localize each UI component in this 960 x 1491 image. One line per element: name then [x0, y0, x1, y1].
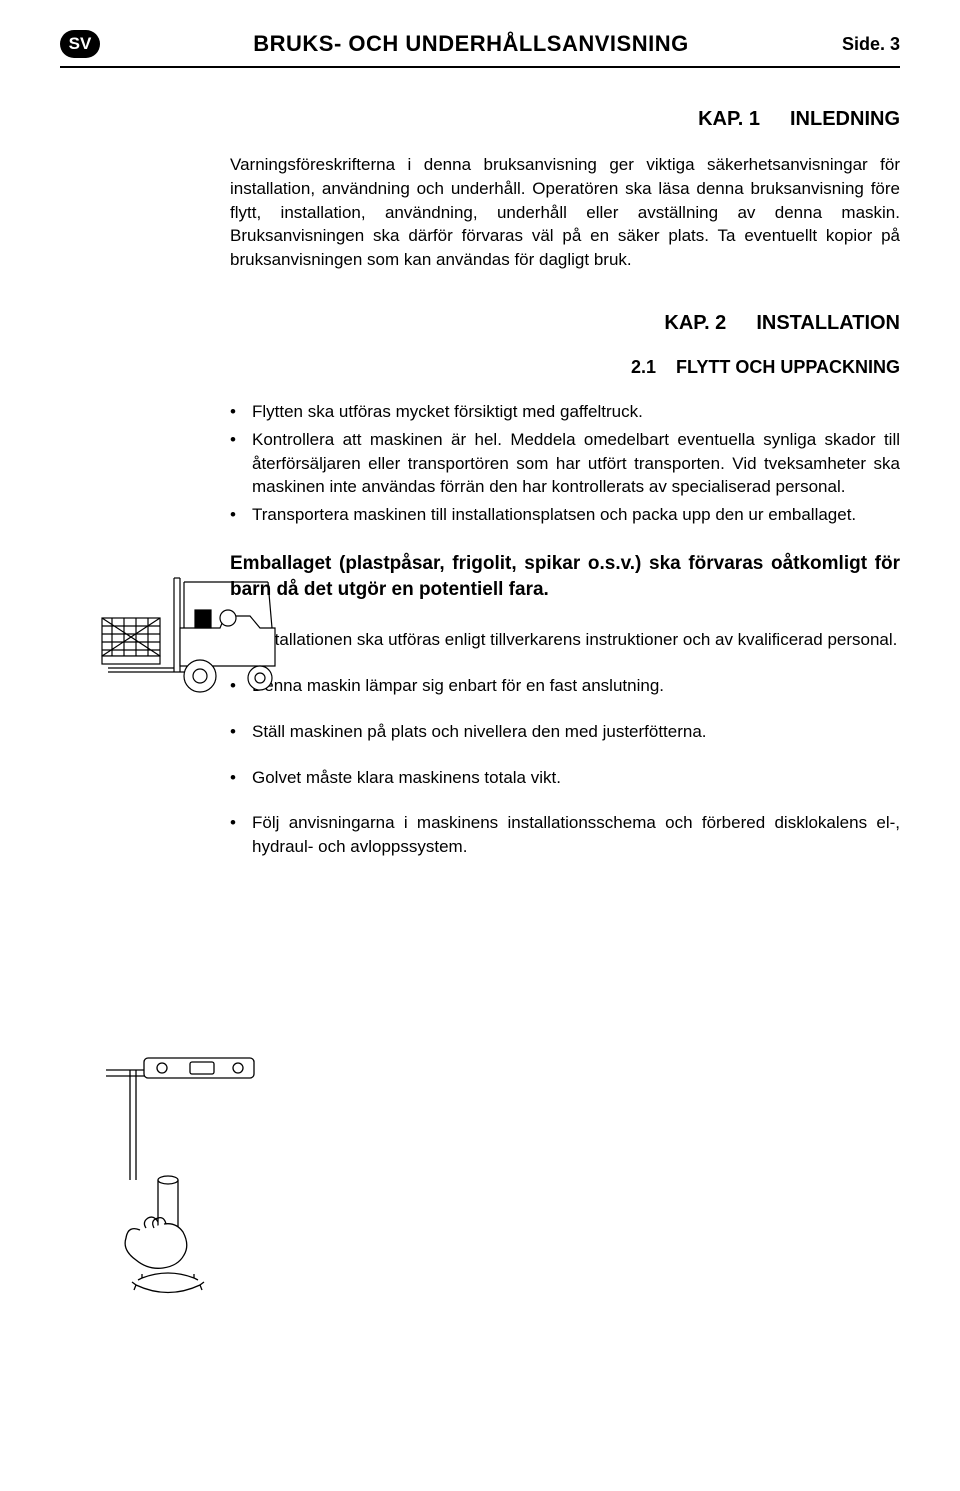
bullet-icon: • [230, 720, 252, 744]
list-item: • Kontrollera att maskinen är hel. Medde… [230, 428, 900, 499]
header-rule [60, 66, 900, 68]
section-2-1-heading: 2.1 FLYTT OCH UPPACKNING [60, 357, 900, 378]
bullet-icon: • [230, 503, 252, 527]
chapter-2-heading: KAP. 2 INSTALLATION [60, 312, 900, 335]
bullet-icon: • [230, 400, 252, 424]
list-item: • Flytten ska utföras mycket försiktigt … [230, 400, 900, 424]
bullet-icon: • [230, 428, 252, 499]
bullet-text: Golvet måste klara maskinens totala vikt… [252, 766, 900, 790]
bullet-text: Följ anvisningarna i maskinens installat… [252, 811, 900, 859]
document-title: BRUKS- OCH UNDERHÅLLSANVISNING [100, 31, 842, 57]
list-item: • Följ anvisningarna i maskinens install… [230, 811, 900, 859]
section-2-1-number: 2.1 [631, 357, 656, 378]
warning-note: Emballaget (plastpåsar, frigolit, spikar… [230, 551, 900, 602]
chapter-1-number: KAP. 1 [698, 108, 760, 131]
bullet-text: Flytten ska utföras mycket försiktigt me… [252, 400, 900, 424]
chapter-1-body: Varningsföreskrifterna i denna bruksanvi… [230, 153, 900, 272]
bullet-text: Denna maskin lämpar sig enbart för en fa… [252, 674, 900, 698]
chapter-1-title: INLEDNING [790, 108, 900, 131]
page: SV BRUKS- OCH UNDERHÅLLSANVISNING Side. … [60, 30, 900, 859]
forklift-icon [100, 568, 300, 698]
list-item: • Denna maskin lämpar sig enbart för en … [230, 674, 900, 698]
chapter-1-heading: KAP. 1 INLEDNING [60, 108, 900, 131]
header: SV BRUKS- OCH UNDERHÅLLSANVISNING Side. … [60, 30, 900, 58]
page-number: Side. 3 [842, 34, 900, 55]
bullet-icon: • [230, 811, 252, 859]
list-item: • Installationen ska utföras enligt till… [230, 628, 900, 652]
bullet-text: Ställ maskinen på plats och nivellera de… [252, 720, 900, 744]
bullet-list-a: • Flytten ska utföras mycket försiktigt … [230, 400, 900, 527]
bullet-icon: • [230, 766, 252, 790]
bullet-text: Transportera maskinen till installations… [252, 503, 900, 527]
spirit-level-icon [98, 1050, 268, 1310]
chapter-2-number: KAP. 2 [664, 312, 726, 335]
bullet-text: Installationen ska utföras enligt tillve… [252, 628, 900, 652]
chapter-2-title: INSTALLATION [756, 312, 900, 335]
bullet-list-b: • Installationen ska utföras enligt till… [230, 628, 900, 859]
bullet-text: Kontrollera att maskinen är hel. Meddela… [252, 428, 900, 499]
list-item: • Golvet måste klara maskinens totala vi… [230, 766, 900, 790]
section-2-1-title: FLYTT OCH UPPACKNING [676, 357, 900, 378]
list-item: • Transportera maskinen till installatio… [230, 503, 900, 527]
list-item: • Ställ maskinen på plats och nivellera … [230, 720, 900, 744]
language-badge: SV [60, 30, 100, 58]
